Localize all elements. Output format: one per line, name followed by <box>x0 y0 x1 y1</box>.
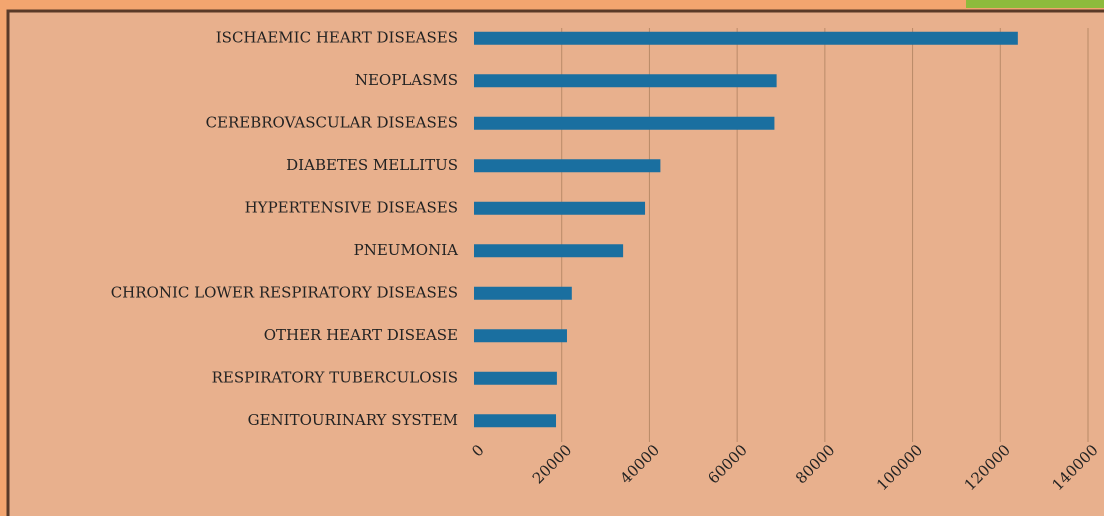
y-tick-label: NEOPLASMS <box>355 71 458 89</box>
y-tick-label: DIABETES MELLITUS <box>286 156 458 174</box>
y-tick-label: OTHER HEART DISEASE <box>264 326 458 344</box>
y-tick-label: CHRONIC LOWER RESPIRATORY DISEASES <box>111 283 458 301</box>
decoration <box>966 0 1104 8</box>
bar <box>474 414 556 427</box>
chart: 020000400006000080000100000120000140000I… <box>0 0 1104 516</box>
bar <box>474 32 1018 45</box>
y-tick-label: GENITOURINARY SYSTEM <box>248 411 458 429</box>
y-tick-label: HYPERTENSIVE DISEASES <box>245 198 458 216</box>
bar <box>474 159 660 172</box>
y-tick-label: RESPIRATORY TUBERCULOSIS <box>212 368 458 386</box>
bar <box>474 244 623 257</box>
y-tick-label: ISCHAEMIC HEART DISEASES <box>216 28 458 46</box>
bar <box>474 117 774 130</box>
page: {"chart_data": {"type": "bar", "orientat… <box>0 0 1104 516</box>
y-tick-label: PNEUMONIA <box>354 241 459 259</box>
bar <box>474 202 645 215</box>
bar <box>474 329 567 342</box>
bar <box>474 287 572 300</box>
y-tick-label: CEREBROVASCULAR DISEASES <box>206 113 458 131</box>
bar <box>474 74 777 87</box>
bar <box>474 372 557 385</box>
